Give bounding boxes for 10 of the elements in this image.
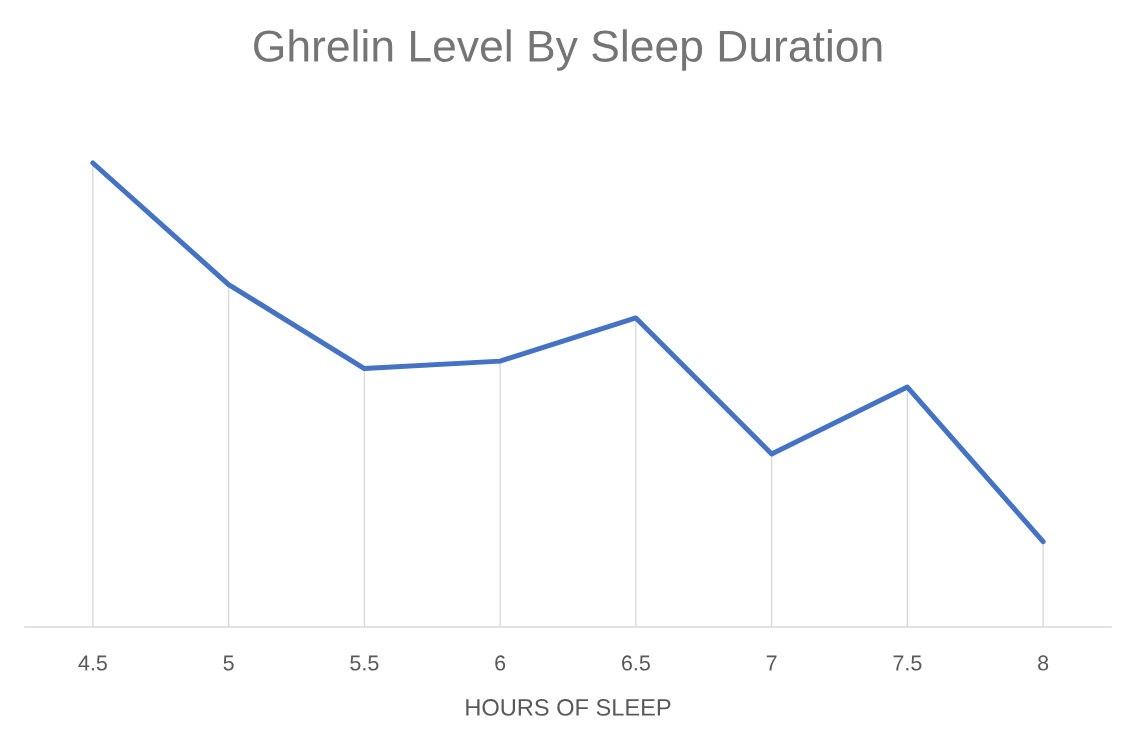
x-axis-title: HOURS OF SLEEP <box>466 699 671 716</box>
x-tick-label: 4.5 <box>78 655 107 671</box>
x-tick-label: 7.5 <box>893 655 922 671</box>
x-tick-label: 8 <box>1038 655 1049 671</box>
x-tick-label: 7 <box>766 655 777 671</box>
x-tick-label: 5 <box>223 655 234 671</box>
x-tick-label: 6.5 <box>622 655 650 671</box>
x-tick-label: 6 <box>495 655 506 671</box>
chart-title: Ghrelin Level By Sleep Duration <box>254 29 882 71</box>
x-tick-label: 5.5 <box>350 655 379 671</box>
